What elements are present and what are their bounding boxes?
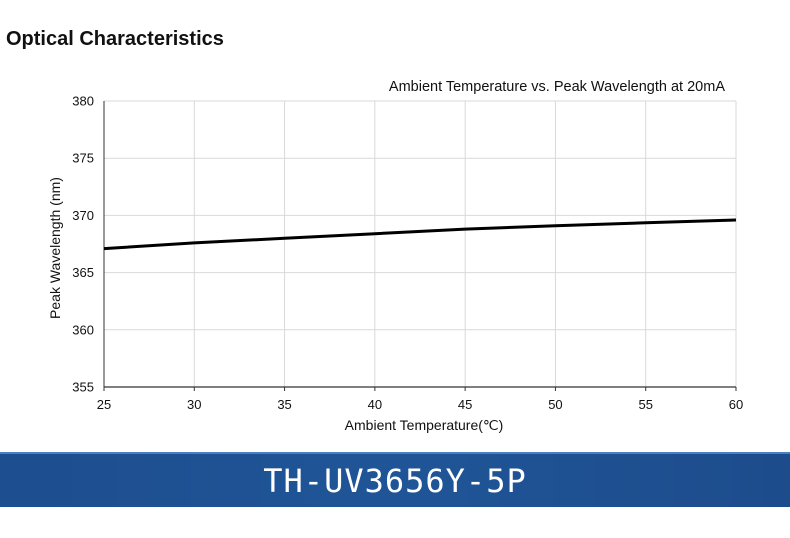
y-axis-label: Peak Wavelength (nm) (47, 177, 63, 319)
chart-axes (103, 101, 737, 391)
y-tick-label: 360 (72, 322, 94, 337)
product-model-name: TH-UV3656Y-5P (263, 461, 527, 500)
x-tick-label: 25 (97, 397, 111, 412)
x-tick-label: 35 (277, 397, 291, 412)
x-tick-label: 40 (368, 397, 382, 412)
x-tick-label: 30 (187, 397, 201, 412)
section-title: Optical Characteristics (6, 28, 224, 50)
y-tick-label: 355 (72, 380, 94, 395)
x-tick-label: 45 (458, 397, 472, 412)
product-banner: TH-UV3656Y-5P (0, 452, 790, 507)
chart-series (103, 218, 737, 251)
y-tick-label: 370 (72, 208, 94, 223)
y-tick-label: 380 (72, 94, 94, 109)
series-line (103, 218, 737, 251)
x-tick-label: 55 (638, 397, 652, 412)
x-tick-label: 60 (729, 397, 743, 412)
x-tick-label: 50 (548, 397, 562, 412)
wavelength-chart: 25 30 35 40 45 50 55 60 355 360 365 370 375 380 Ambie… (47, 79, 743, 433)
chart-tick-labels: 25 30 35 40 45 50 55 60 355 360 365 370 375 380 (72, 94, 743, 413)
chart-title: Ambient Temperature vs. Peak Wavelength … (389, 79, 725, 95)
x-axis-label: Ambient Temperature(℃) (345, 417, 504, 433)
y-tick-label: 365 (72, 265, 94, 280)
y-tick-label: 375 (72, 151, 94, 166)
